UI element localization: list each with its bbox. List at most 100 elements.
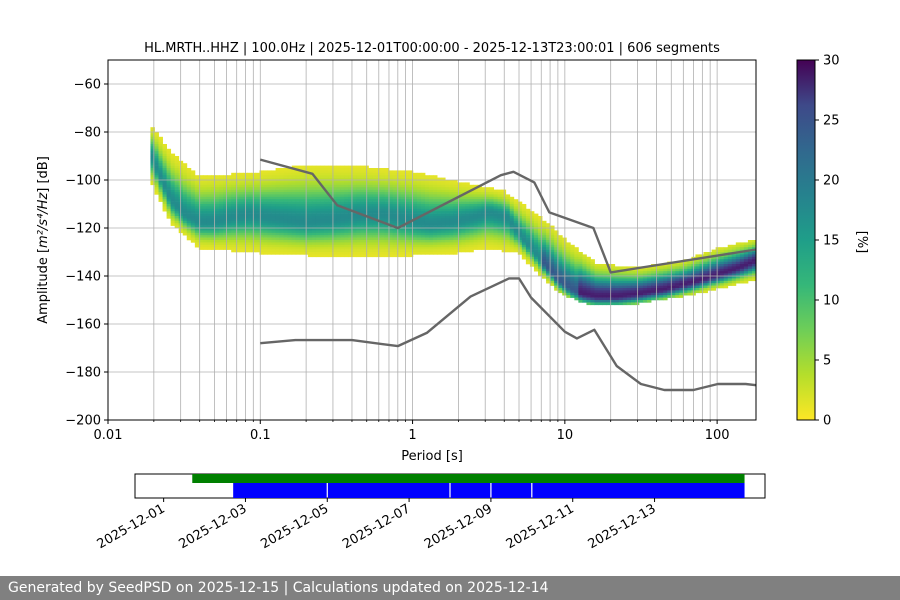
density-cell xyxy=(235,180,240,183)
density-cell xyxy=(384,196,390,200)
density-cell xyxy=(433,192,438,195)
density-cell xyxy=(324,206,329,210)
density-cell xyxy=(663,278,668,282)
density-cell xyxy=(558,285,563,289)
density-cell xyxy=(392,223,398,226)
density-cell xyxy=(396,228,402,231)
density-cell xyxy=(287,223,293,226)
density-cell xyxy=(602,288,608,291)
density-cell xyxy=(610,295,616,298)
density-cell xyxy=(247,172,252,176)
density-cell xyxy=(215,175,220,178)
density-cell xyxy=(538,249,543,253)
density-cell xyxy=(239,194,244,198)
density-cell xyxy=(598,283,603,286)
density-cell xyxy=(396,230,402,234)
density-cell xyxy=(655,295,660,298)
density-cell xyxy=(174,196,180,200)
density-cell xyxy=(558,249,563,253)
density-cell xyxy=(538,247,543,250)
density-cell xyxy=(255,177,260,181)
density-cell xyxy=(525,208,531,212)
density-cell xyxy=(202,237,208,241)
density-cell xyxy=(348,223,353,226)
density-cell xyxy=(255,237,260,241)
density-cell xyxy=(311,206,317,210)
density-cell xyxy=(647,276,652,279)
density-cell xyxy=(174,156,180,159)
density-cell xyxy=(223,232,228,236)
density-cell xyxy=(465,228,470,231)
density-cell xyxy=(388,232,394,236)
density-cell xyxy=(198,180,204,183)
density-cell xyxy=(396,232,402,236)
density-cell xyxy=(396,216,402,219)
density-cell xyxy=(731,266,737,270)
density-cell xyxy=(416,182,422,186)
density-cell xyxy=(267,249,272,253)
density-cell xyxy=(311,170,317,174)
density-cell xyxy=(174,225,180,229)
density-cell xyxy=(396,208,402,212)
density-cell xyxy=(263,225,268,229)
density-cell xyxy=(542,247,547,250)
density-cell xyxy=(505,218,511,222)
density-cell xyxy=(162,194,167,198)
density-cell xyxy=(235,225,240,229)
density-cell xyxy=(194,180,200,183)
density-cell xyxy=(227,184,232,188)
density-cell xyxy=(582,268,587,272)
density-cell xyxy=(598,285,603,289)
density-cell xyxy=(582,264,587,267)
density-cell xyxy=(259,182,264,186)
density-cell xyxy=(235,194,240,198)
density-cell xyxy=(509,218,515,222)
density-cell xyxy=(731,268,737,272)
density-cell xyxy=(538,225,543,229)
density-cell xyxy=(493,194,499,198)
density-cell xyxy=(739,280,745,284)
density-cell xyxy=(320,220,325,224)
density-cell xyxy=(727,254,733,258)
density-cell xyxy=(380,180,385,183)
density-cell xyxy=(380,232,385,236)
density-cell xyxy=(283,230,289,234)
density-cell xyxy=(546,254,551,258)
density-cell xyxy=(711,264,717,267)
density-cell xyxy=(263,206,268,210)
density-cell xyxy=(667,285,672,289)
density-cell xyxy=(731,254,737,258)
density-cell xyxy=(404,206,410,210)
density-cell xyxy=(380,204,385,207)
density-cell xyxy=(453,192,458,195)
density-cell xyxy=(542,232,547,236)
density-cell xyxy=(610,283,616,286)
density-cell xyxy=(743,247,749,250)
density-cell xyxy=(223,184,228,188)
density-cell xyxy=(618,288,624,291)
density-cell xyxy=(497,235,503,238)
density-cell xyxy=(295,249,301,253)
density-cell xyxy=(315,177,321,181)
density-cell xyxy=(675,288,680,291)
density-cell xyxy=(332,240,337,243)
density-cell xyxy=(412,237,418,241)
density-cell xyxy=(283,187,289,190)
density-cell xyxy=(360,182,365,186)
density-cell xyxy=(517,213,523,217)
density-cell xyxy=(457,235,462,238)
density-cell xyxy=(396,235,402,238)
density-cell xyxy=(299,175,305,178)
density-cell xyxy=(295,252,301,255)
density-cell xyxy=(727,244,733,248)
density-cell xyxy=(368,196,373,200)
y-axis-label-units: m²/s⁴/Hz xyxy=(36,192,51,248)
density-cell xyxy=(360,184,365,188)
density-cell xyxy=(202,175,208,178)
density-cell xyxy=(267,172,272,176)
density-cell xyxy=(380,206,385,210)
density-cell xyxy=(356,244,361,248)
colorbar-tick-label: 30 xyxy=(823,54,840,69)
density-cell xyxy=(194,237,200,241)
density-cell xyxy=(231,199,236,202)
